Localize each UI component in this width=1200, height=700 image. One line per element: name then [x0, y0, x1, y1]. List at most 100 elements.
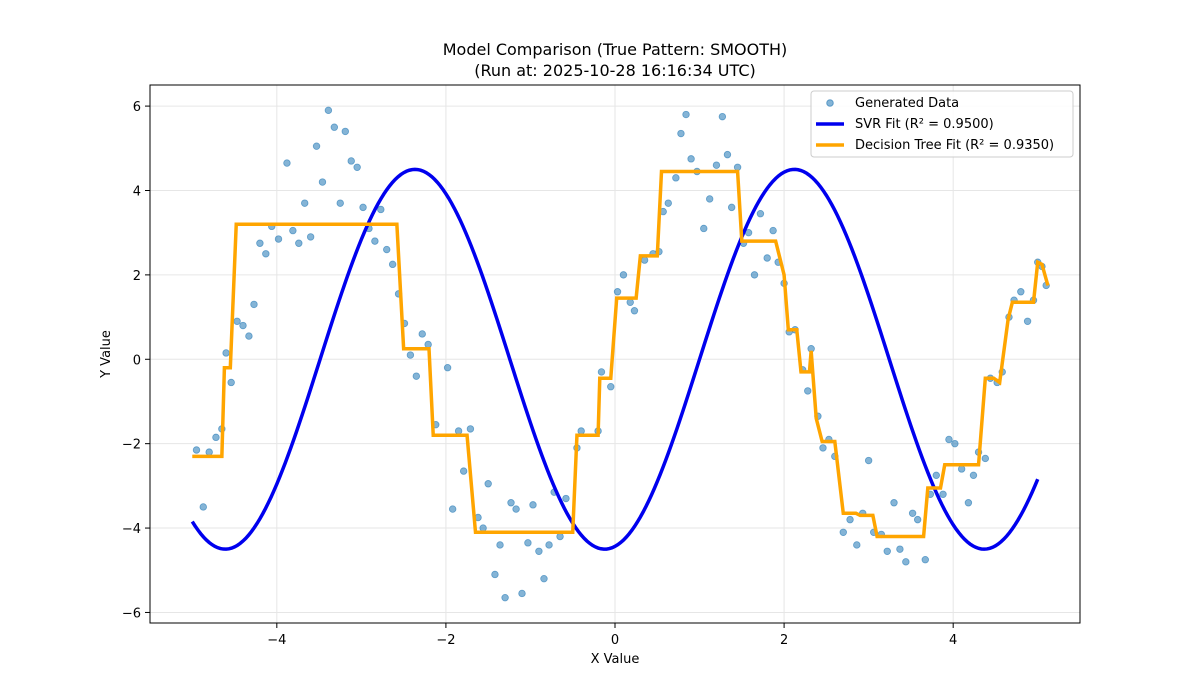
data-point: [630, 307, 639, 315]
legend-label-generated-data: Generated Data: [855, 96, 959, 111]
svr-fit-line: [190, 167, 1040, 551]
data-point: [619, 271, 628, 279]
data-point: [318, 178, 327, 186]
data-point: [324, 106, 333, 115]
data-point: [577, 427, 585, 435]
x-tick-label: 2: [780, 633, 788, 648]
data-point: [913, 515, 922, 524]
data-point: [723, 150, 732, 159]
data-point: [496, 541, 504, 549]
data-point: [192, 446, 201, 454]
data-point: [289, 226, 297, 235]
x-tick-label: 0: [611, 633, 619, 648]
data-point: [301, 199, 309, 207]
legend-label-svr: SVR Fit (R² = 0.9500): [855, 117, 994, 132]
data-point: [951, 439, 959, 448]
data-point: [377, 205, 385, 214]
grid-lines: [150, 85, 1080, 623]
data-point: [479, 524, 487, 532]
x-axis-label: X Value: [591, 652, 640, 667]
data-point: [336, 199, 344, 207]
legend-marker-generated-data: [826, 99, 834, 107]
data-point: [597, 368, 606, 376]
data-point: [613, 288, 622, 296]
data-point: [256, 239, 264, 247]
data-point: [607, 383, 615, 391]
data-point: [756, 209, 765, 218]
data-point: [518, 589, 526, 598]
y-tick-label: −2: [122, 438, 141, 453]
data-point: [846, 515, 854, 524]
data-point: [763, 254, 771, 262]
data-point: [507, 499, 515, 507]
data-point: [227, 378, 235, 387]
data-point: [199, 503, 207, 511]
data-point: [383, 245, 391, 254]
data-point: [454, 427, 463, 435]
data-point: [239, 321, 247, 330]
data-point: [939, 490, 947, 498]
data-point: [883, 547, 891, 555]
y-tick-label: 2: [133, 269, 141, 284]
data-point: [957, 465, 966, 473]
data-point: [312, 142, 321, 150]
data-point: [448, 505, 457, 513]
data-point: [819, 444, 827, 452]
data-point: [306, 233, 315, 241]
data-point: [250, 300, 258, 309]
x-tick-label: 4: [949, 633, 957, 648]
y-tick-label: −4: [122, 522, 141, 537]
data-point: [295, 239, 303, 247]
data-point: [388, 260, 397, 269]
x-tick-label: −4: [267, 633, 286, 648]
data-point: [406, 351, 415, 359]
data-point: [839, 528, 847, 536]
data-point: [902, 558, 910, 566]
data-point: [932, 471, 940, 480]
data-point: [262, 250, 270, 258]
data-point: [245, 332, 253, 340]
data-point: [353, 163, 361, 171]
axes: −4 −2 0 2 4 −6 −4 −2 0 2 4 6: [122, 84, 1081, 648]
data-point: [682, 110, 690, 119]
decision-tree-fit-line: [192, 169, 1050, 539]
data-point: [804, 387, 812, 395]
legend: Generated Data SVR Fit (R² = 0.9500) Decis…: [810, 90, 1074, 158]
data-point: [501, 593, 509, 602]
data-point: [412, 372, 421, 380]
data-point: [341, 127, 349, 136]
y-tick-label: 0: [133, 353, 141, 368]
data-point: [896, 545, 904, 553]
data-point: [443, 364, 452, 372]
data-point: [491, 570, 499, 579]
data-point: [640, 256, 649, 264]
data-point: [981, 454, 990, 463]
data-point: [712, 161, 721, 169]
data-point: [733, 163, 742, 171]
y-tick-label: 4: [133, 184, 141, 199]
data-point: [556, 532, 564, 541]
data-point: [222, 349, 230, 357]
data-point: [233, 317, 241, 325]
data-point: [347, 157, 355, 165]
y-axis-label: Y Value: [99, 330, 114, 379]
data-point: [718, 112, 727, 121]
data-point: [864, 456, 873, 465]
data-point: [921, 556, 929, 564]
data-point: [545, 541, 553, 549]
data-point: [205, 448, 213, 456]
data-point: [1023, 317, 1032, 325]
data-point: [274, 235, 283, 243]
data-point: [562, 494, 570, 503]
data-point: [890, 499, 898, 507]
data-point: [1017, 288, 1025, 296]
data-point: [524, 539, 532, 547]
y-tick-label: 6: [133, 100, 141, 115]
data-point: [687, 155, 695, 163]
data-point: [330, 123, 339, 131]
plot-area: [190, 106, 1050, 602]
data-point: [705, 195, 714, 203]
data-point: [466, 425, 475, 433]
data-point: [964, 499, 973, 507]
